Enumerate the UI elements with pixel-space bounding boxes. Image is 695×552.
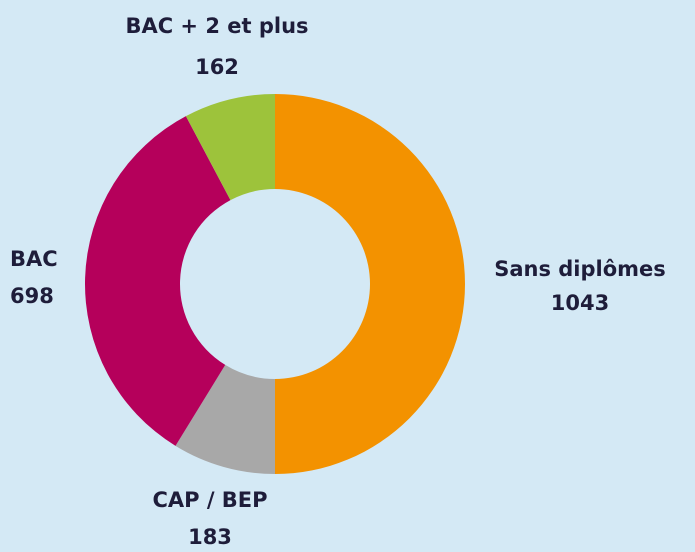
- donut-slice: [275, 94, 465, 474]
- slice-label: BAC: [10, 247, 58, 271]
- slice-label: BAC + 2 et plus: [125, 14, 308, 38]
- value-label: 162: [195, 55, 239, 79]
- value-label: 183: [188, 525, 232, 549]
- donut-slice: [175, 364, 275, 474]
- slice-label: Sans diplômes: [494, 257, 666, 281]
- value-label: 1043: [551, 291, 609, 315]
- donut-slice: [185, 94, 275, 201]
- donut-slice: [84, 116, 231, 446]
- value-label: 698: [10, 284, 54, 308]
- slice-label: CAP / BEP: [152, 488, 267, 512]
